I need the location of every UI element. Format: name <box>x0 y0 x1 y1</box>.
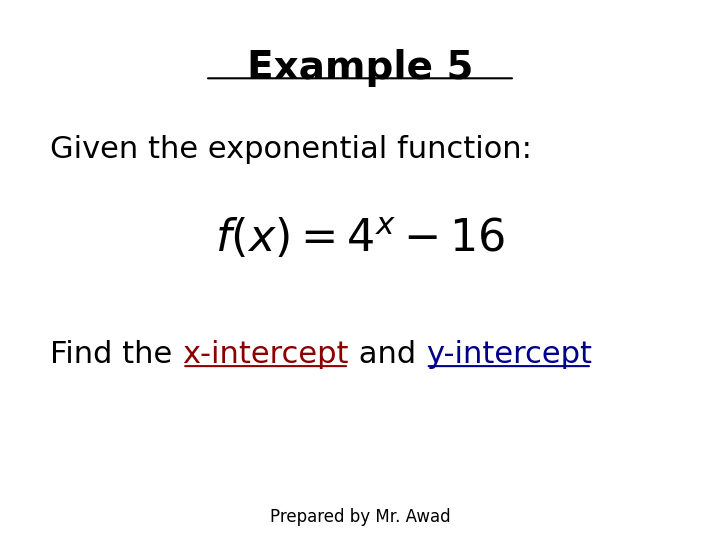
Text: Given the exponential function:: Given the exponential function: <box>50 135 532 164</box>
Text: Example 5: Example 5 <box>247 49 473 86</box>
Text: x-intercept: x-intercept <box>182 340 349 369</box>
Text: $f\left(x\right)= 4^{x} - 16$: $f\left(x\right)= 4^{x} - 16$ <box>215 216 505 260</box>
Text: Find the: Find the <box>50 340 182 369</box>
Text: Prepared by Mr. Awad: Prepared by Mr. Awad <box>270 508 450 525</box>
Text: and: and <box>349 340 426 369</box>
Text: y-intercept: y-intercept <box>426 340 592 369</box>
